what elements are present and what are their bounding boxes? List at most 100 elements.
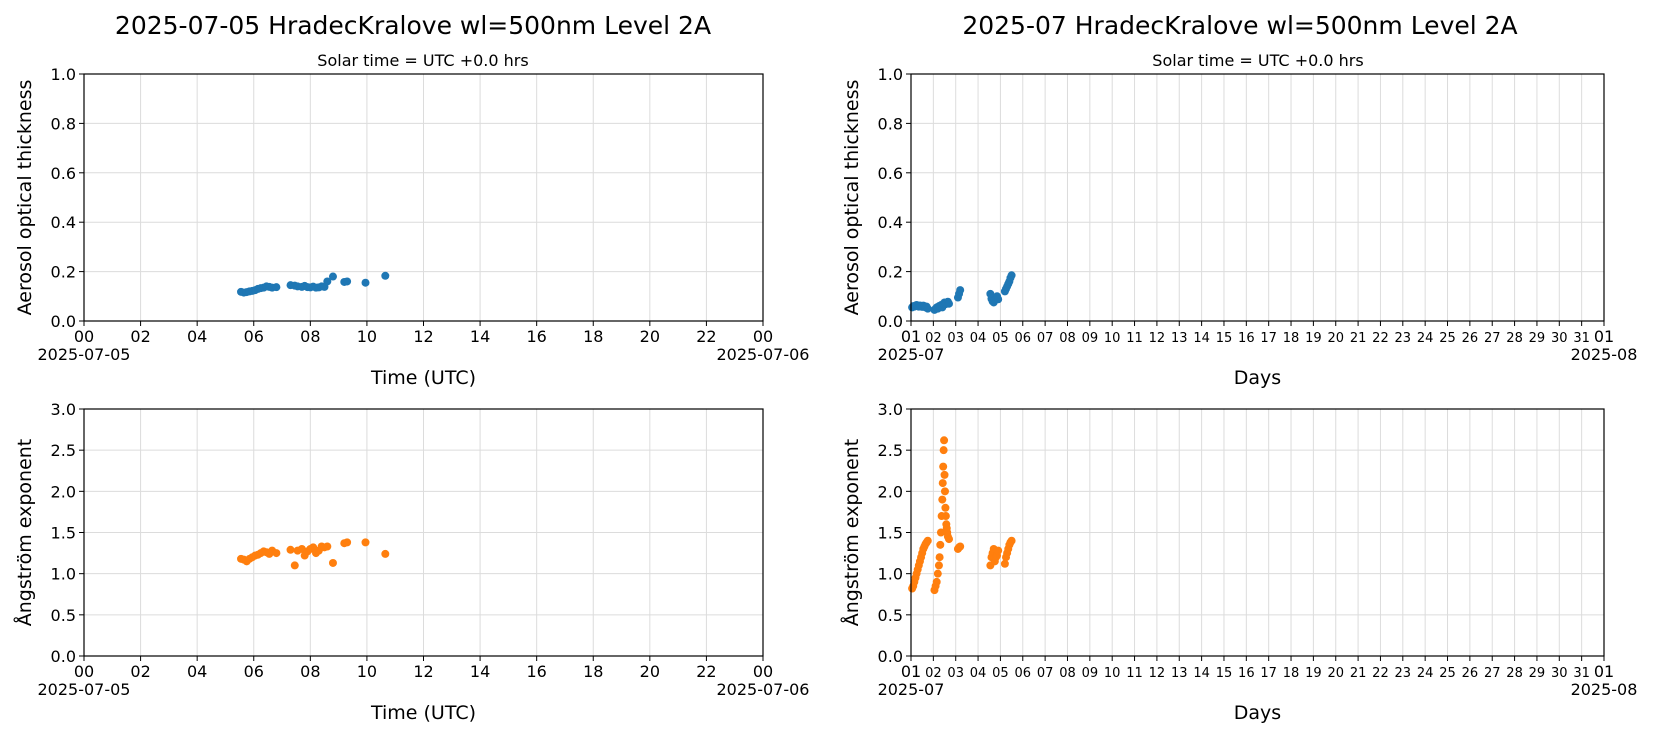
x-tick-label: 10 bbox=[1104, 331, 1121, 346]
x-tick-label: 06 bbox=[244, 662, 264, 681]
x-tick-label: 10 bbox=[357, 327, 377, 346]
y-tick-label: 0.6 bbox=[878, 164, 903, 183]
x-tick-label: 28 bbox=[1506, 666, 1523, 681]
x-tick-label: 12 bbox=[1149, 331, 1166, 346]
x-tick-label: 08 bbox=[1059, 666, 1076, 681]
data-point bbox=[923, 304, 932, 313]
data-point bbox=[940, 470, 949, 479]
data-point bbox=[933, 569, 942, 578]
x-tick-label: 15 bbox=[1216, 331, 1233, 346]
y-tick-label: 2.5 bbox=[51, 441, 76, 460]
data-point bbox=[923, 536, 932, 545]
x-tick-label: 11 bbox=[1126, 666, 1143, 681]
data-point bbox=[939, 462, 948, 471]
data-point bbox=[945, 535, 954, 544]
y-axis-label: Ångström exponent bbox=[840, 439, 863, 627]
data-point bbox=[286, 545, 295, 554]
x-tick-label: 15 bbox=[1216, 666, 1233, 681]
data-point bbox=[328, 272, 337, 281]
x-tick-label: 07 bbox=[1037, 331, 1054, 346]
x-tick-label: 27 bbox=[1484, 666, 1501, 681]
x-tick-label: 02 bbox=[130, 662, 150, 681]
x-tick-label: 20 bbox=[1327, 666, 1344, 681]
y-tick-label: 1.0 bbox=[51, 565, 76, 584]
data-point bbox=[1007, 271, 1016, 280]
x-tick-label: 14 bbox=[1193, 331, 1210, 346]
x-tick-label: 18 bbox=[1283, 666, 1300, 681]
x-axis-label: Days bbox=[1234, 702, 1281, 724]
y-tick-label: 0.0 bbox=[878, 647, 903, 666]
x-start-date-label: 2025-07 bbox=[878, 345, 945, 364]
daily-angstrom-panel: 0.0 0.5 1.0 1.5 2.0 2.5 3.0 00 02 04 06 08 10 12 14 16 1… bbox=[13, 400, 809, 724]
y-tick-label: 0.6 bbox=[51, 164, 76, 183]
x-tick-label: 06 bbox=[1015, 666, 1032, 681]
y-tick-label: 0.2 bbox=[878, 263, 903, 282]
data-point bbox=[938, 495, 947, 504]
x-tick-label: 27 bbox=[1484, 331, 1501, 346]
x-tick-label: 10 bbox=[357, 662, 377, 681]
x-axis-label: Time (UTC) bbox=[370, 367, 476, 389]
data-point bbox=[323, 542, 332, 551]
data-point bbox=[290, 561, 299, 570]
x-tick-label: 23 bbox=[1395, 666, 1412, 681]
monthly-aot-panel: 0.0 0.2 0.4 0.6 0.8 1.0 01 02 03 04 05 06 07 08 09 10 11… bbox=[841, 65, 1637, 389]
y-tick-label: 0.0 bbox=[878, 312, 903, 331]
x-tick-label: 30 bbox=[1551, 666, 1568, 681]
x-start-date-label: 2025-07-05 bbox=[38, 345, 131, 364]
x-tick-label: 01 bbox=[1594, 662, 1614, 681]
x-tick-label: 05 bbox=[992, 666, 1009, 681]
data-point bbox=[1007, 536, 1016, 545]
data-point bbox=[361, 538, 370, 547]
right-figure-title: 2025-07 HradecKralove wl=500nm Level 2A bbox=[962, 11, 1517, 40]
x-tick-label: 08 bbox=[300, 327, 320, 346]
data-point bbox=[936, 540, 945, 549]
data-point bbox=[938, 479, 947, 488]
x-tick-label: 04 bbox=[187, 662, 207, 681]
x-tick-label: 04 bbox=[187, 327, 207, 346]
x-tick-label: 14 bbox=[470, 662, 490, 681]
x-tick-label: 16 bbox=[1238, 666, 1255, 681]
x-tick-label: 18 bbox=[583, 327, 603, 346]
data-point bbox=[935, 553, 944, 562]
y-tick-label: 0.5 bbox=[878, 606, 903, 625]
x-tick-label: 13 bbox=[1171, 666, 1188, 681]
y-tick-label: 1.5 bbox=[878, 524, 903, 543]
data-point bbox=[272, 283, 281, 292]
y-axis-label: Aerosol optical thickness bbox=[841, 80, 863, 316]
x-tick-label: 26 bbox=[1462, 666, 1479, 681]
x-tick-label: 16 bbox=[1238, 331, 1255, 346]
x-start-date-label: 2025-07 bbox=[878, 680, 945, 699]
data-point bbox=[956, 286, 965, 295]
x-tick-label: 22 bbox=[1372, 331, 1389, 346]
x-tick-label: 20 bbox=[640, 662, 660, 681]
data-point bbox=[956, 542, 965, 551]
x-tick-label: 20 bbox=[1327, 331, 1344, 346]
data-point bbox=[945, 299, 954, 308]
data-point bbox=[1000, 559, 1009, 568]
x-tick-label: 17 bbox=[1260, 331, 1277, 346]
x-tick-label: 00 bbox=[74, 662, 94, 681]
x-tick-label: 17 bbox=[1260, 666, 1277, 681]
x-tick-label: 06 bbox=[244, 327, 264, 346]
x-end-date-label: 2025-07-06 bbox=[717, 680, 810, 699]
left-solar-time-subtitle: Solar time = UTC +0.0 hrs bbox=[317, 51, 528, 70]
x-tick-label: 19 bbox=[1305, 666, 1322, 681]
axes-frame bbox=[910, 73, 1605, 322]
data-point bbox=[381, 549, 390, 558]
data-point bbox=[940, 487, 949, 496]
x-tick-label: 08 bbox=[1059, 331, 1076, 346]
x-tick-label: 16 bbox=[526, 662, 546, 681]
x-tick-label: 08 bbox=[300, 662, 320, 681]
y-tick-label: 0.0 bbox=[51, 312, 76, 331]
x-tick-label: 25 bbox=[1439, 331, 1456, 346]
y-tick-label: 2.5 bbox=[878, 441, 903, 460]
y-tick-label: 0.2 bbox=[51, 263, 76, 282]
data-point bbox=[934, 561, 943, 570]
x-tick-label: 29 bbox=[1529, 666, 1546, 681]
x-tick-label: 22 bbox=[696, 327, 716, 346]
data-point bbox=[932, 577, 941, 586]
x-tick-label: 31 bbox=[1573, 666, 1590, 681]
y-tick-label: 0.5 bbox=[51, 606, 76, 625]
x-tick-label: 26 bbox=[1462, 331, 1479, 346]
